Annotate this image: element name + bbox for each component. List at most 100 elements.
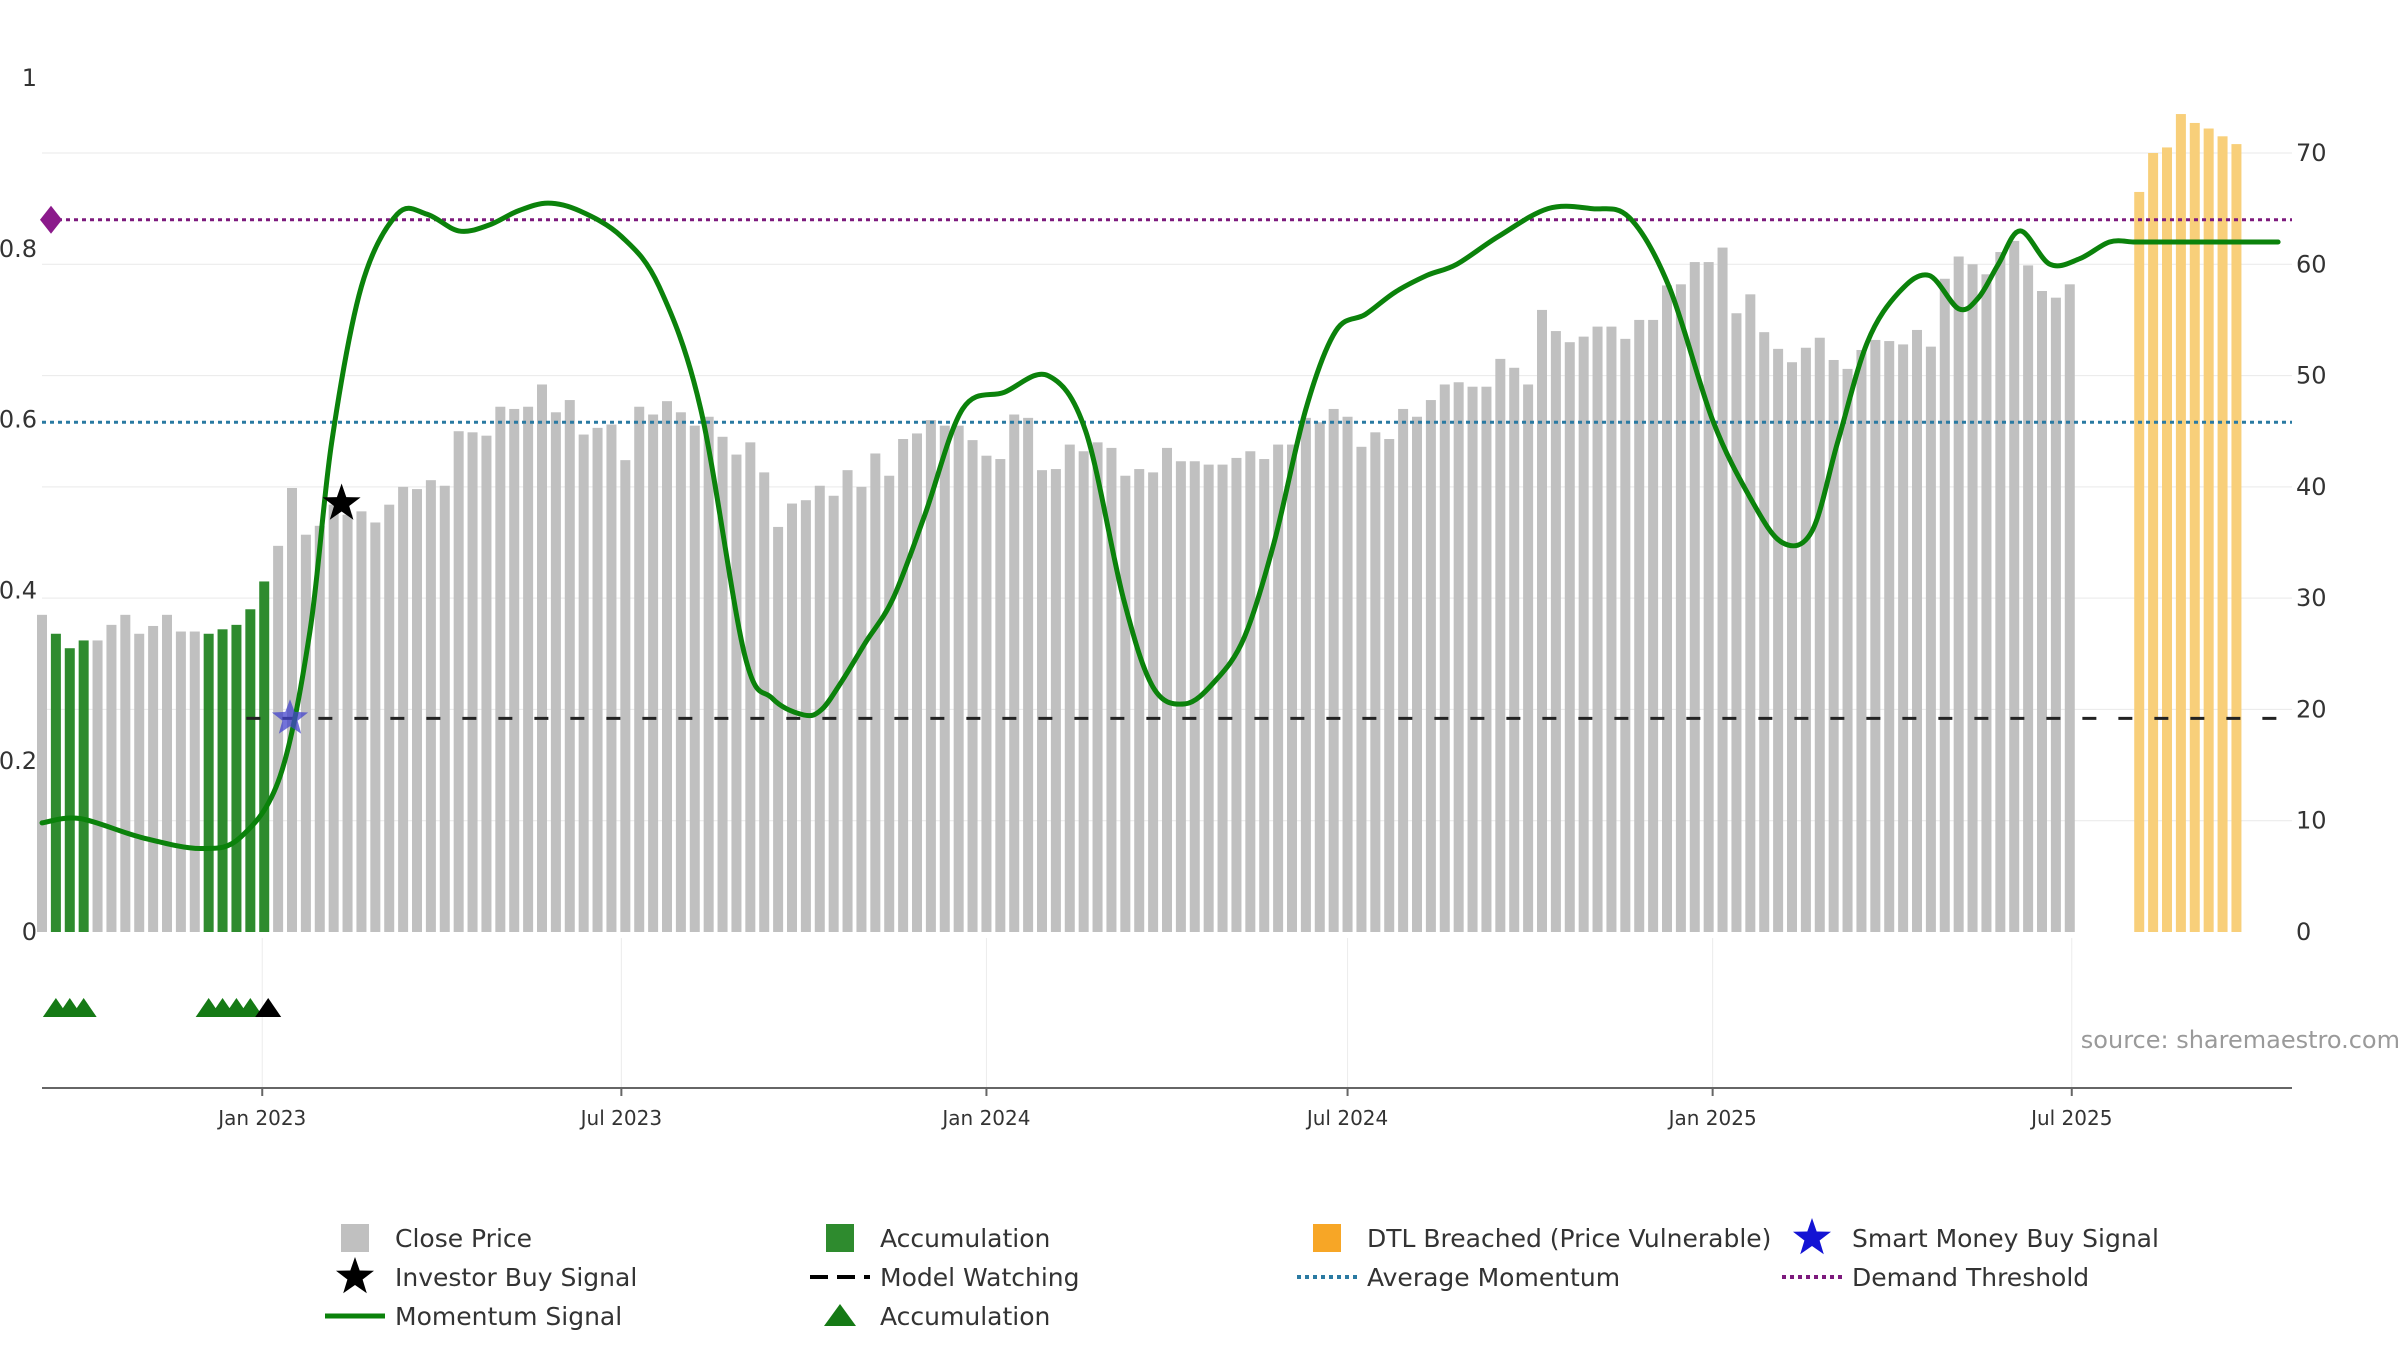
- right-tick-label: 40: [2296, 473, 2327, 501]
- close-price-bar: [1689, 262, 1700, 932]
- left-tick-label: 0.8: [0, 235, 37, 263]
- close-price-bar: [1592, 326, 1603, 932]
- legend-label: Smart Money Buy Signal: [1852, 1224, 2159, 1253]
- close-price-bar: [37, 614, 47, 932]
- close-price-bar: [162, 614, 172, 932]
- close-price-bar: [1328, 408, 1339, 932]
- legend-item-accumulation: Accumulation: [826, 1224, 1050, 1253]
- legend-item-dtl_breached: DTL Breached (Price Vulnerable): [1313, 1224, 1771, 1253]
- close-price-bar: [314, 525, 325, 932]
- close-price-bar: [1564, 342, 1575, 933]
- close-price-bar: [1648, 319, 1659, 932]
- close-price-bar: [550, 412, 561, 932]
- close-price-bar: [1884, 341, 1895, 932]
- dtl-breached-bar: [2148, 153, 2159, 932]
- close-price-bar: [1967, 264, 1978, 932]
- close-price-bar: [425, 480, 436, 932]
- x-tick-label: Jan 2024: [940, 1106, 1030, 1130]
- close-price-bar: [1300, 417, 1311, 932]
- close-price-bar: [703, 416, 714, 932]
- close-price-bar: [689, 425, 700, 932]
- close-price-bar: [592, 427, 603, 932]
- left-tick-label: 1: [22, 64, 37, 92]
- close-price-bar: [1662, 285, 1672, 932]
- close-price-bar: [1314, 422, 1325, 932]
- left-tick-label: 0.4: [0, 576, 37, 604]
- axes-layer: Jan 2023 Jul 2023 Jan 2024 Jul 2024 Jan 2025…: [0, 64, 2327, 1130]
- demand-threshold-marker: [40, 205, 62, 234]
- close-price-bar: [106, 624, 117, 932]
- close-price-bar: [1578, 336, 1589, 932]
- close-price-bar: [1787, 362, 1797, 932]
- close-price-bar: [1023, 417, 1034, 932]
- close-price-bar: [1842, 368, 1853, 932]
- close-price-bar: [120, 614, 131, 932]
- close-price-bar: [1439, 384, 1450, 933]
- close-price-bar: [925, 420, 936, 932]
- dtl-breached-bar: [2189, 122, 2200, 932]
- close-price-bar: [2037, 290, 2047, 933]
- dtl-breached-bar: [2134, 191, 2145, 932]
- close-price-bar: [773, 526, 784, 932]
- legend-label: DTL Breached (Price Vulnerable): [1367, 1224, 1771, 1253]
- close-price-bar: [509, 408, 520, 932]
- close-price-bar: [1078, 451, 1089, 932]
- close-price-bar: [856, 486, 867, 932]
- close-price-bar: [1189, 461, 1200, 932]
- close-price-bar: [953, 425, 964, 932]
- close-price-bar: [481, 435, 492, 932]
- close-price-bar: [1175, 461, 1186, 932]
- close-price-bar: [384, 504, 395, 932]
- close-price-bar: [1412, 416, 1422, 932]
- lines-layer: [39, 200, 2292, 852]
- legend-swatch: [341, 1224, 369, 1252]
- close-price-bar: [1162, 447, 1172, 932]
- close-price-bar: [2050, 297, 2061, 933]
- accumulation-bar: [231, 624, 242, 932]
- close-price-bar: [1092, 442, 1103, 932]
- right-tick-label: 50: [2296, 362, 2327, 390]
- close-price-bar: [662, 401, 672, 933]
- legend-item-smart_money: Smart Money Buy Signal: [1793, 1218, 2159, 1255]
- close-price-bar: [1453, 382, 1464, 933]
- close-price-bar: [1370, 432, 1381, 932]
- close-price-bar: [1203, 464, 1214, 932]
- close-price-bar: [1106, 447, 1117, 932]
- close-price-bar: [939, 425, 950, 932]
- close-price-bar: [1009, 414, 1020, 932]
- close-price-bar: [1425, 400, 1436, 932]
- close-price-bar: [1537, 309, 1547, 933]
- close-price-bar: [1745, 294, 1756, 932]
- investor-triangle: [255, 998, 282, 1017]
- close-price-bar: [1634, 319, 1645, 932]
- legend-label: Accumulation: [880, 1302, 1050, 1331]
- close-price-bar: [1703, 262, 1714, 932]
- close-price-bar: [717, 436, 728, 932]
- close-price-bar: [745, 442, 756, 932]
- close-price-bar: [1217, 464, 1228, 932]
- smart-money-buy-star: [271, 699, 309, 734]
- close-price-bar: [1398, 408, 1409, 932]
- legend-star-icon: [1793, 1218, 1831, 1255]
- close-price-bar: [1495, 358, 1506, 933]
- close-price-bar: [1550, 331, 1561, 932]
- close-price-bar: [1773, 348, 1784, 932]
- legend-item-demand_threshold: Demand Threshold: [1782, 1263, 2089, 1292]
- close-price-bar: [1814, 337, 1825, 933]
- close-price-bar: [537, 384, 547, 933]
- legend-item-model_watching: Model Watching: [810, 1263, 1080, 1292]
- close-price-bar: [912, 433, 922, 932]
- x-tick-label: Jul 2023: [579, 1106, 662, 1130]
- right-tick-label: 30: [2296, 584, 2327, 612]
- accumulation-bar: [78, 640, 89, 932]
- legend-label: Demand Threshold: [1852, 1263, 2089, 1292]
- x-tick-label: Jul 2024: [1305, 1106, 1388, 1130]
- legend-item-momentum: Momentum Signal: [325, 1302, 622, 1331]
- close-price-bar: [1828, 359, 1839, 932]
- accumulation-bar: [203, 633, 214, 932]
- accumulation-bar: [50, 633, 61, 932]
- x-tick-label: Jan 2023: [216, 1106, 306, 1130]
- close-price-bar: [1953, 256, 1964, 932]
